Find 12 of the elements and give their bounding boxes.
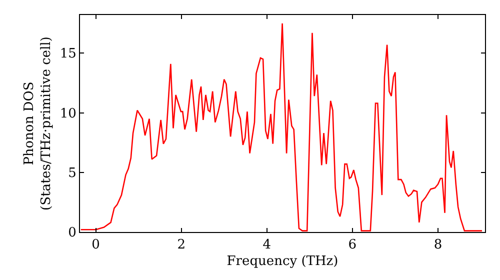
y-tick-label: 10 bbox=[60, 106, 76, 122]
y-tick-label: 5 bbox=[68, 166, 76, 181]
x-tick-label: 4 bbox=[262, 238, 272, 253]
y-axis-title: Phonon DOS (States/THz·primitive cell) bbox=[22, 36, 54, 211]
x-axis-title: Frequency (THz) bbox=[226, 254, 338, 270]
line-series bbox=[80, 22, 483, 232]
x-tick-label: 8 bbox=[434, 238, 442, 253]
x-tick-label: 2 bbox=[177, 238, 186, 253]
x-tick-label: 6 bbox=[348, 238, 357, 253]
y-tick-label: 0 bbox=[68, 226, 76, 241]
x-tick-label: 0 bbox=[92, 238, 100, 253]
y-tick-label: 15 bbox=[60, 46, 76, 62]
